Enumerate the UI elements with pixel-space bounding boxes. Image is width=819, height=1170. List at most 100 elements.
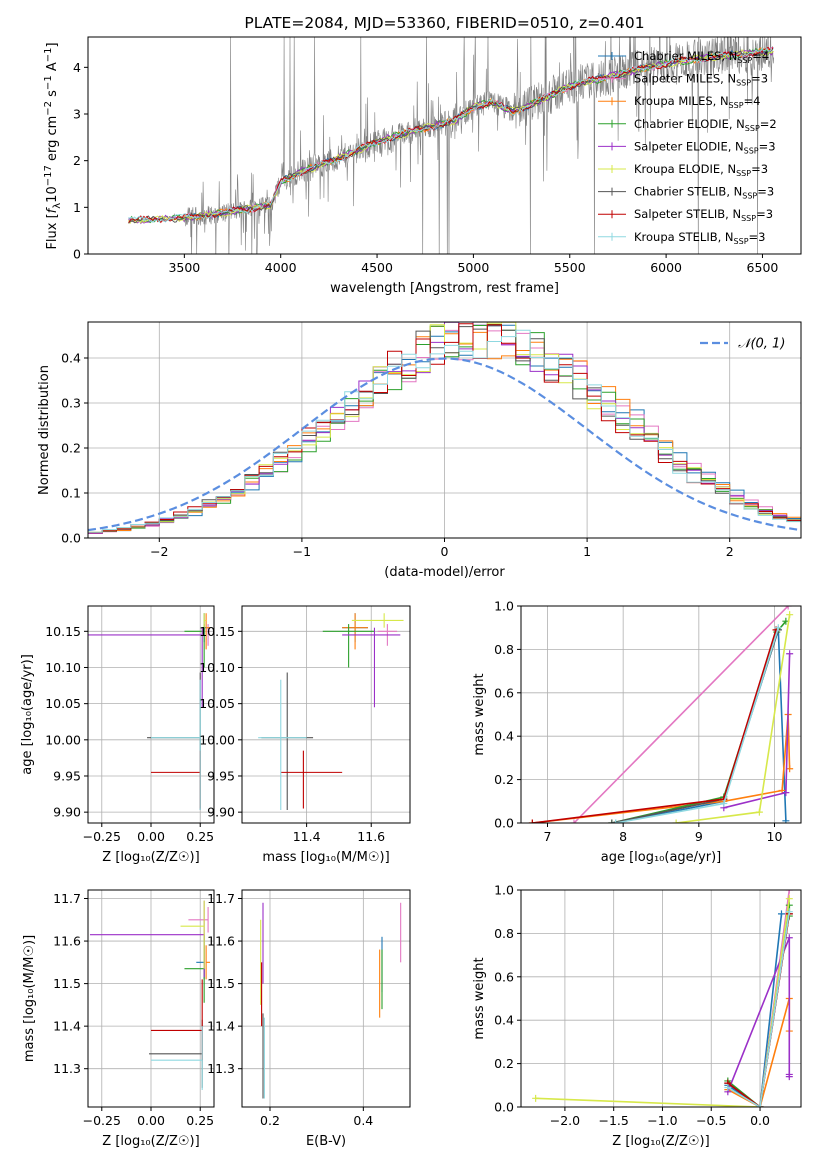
- mass_vs_ebv-axes: 0.2 0.4 11.3 11.4 11.5 11.6 11.7 E(B-V): [207, 889, 411, 1149]
- age_vs_Z-ytick-label: 9.90: [53, 805, 81, 820]
- age_vs_Z-errbar-chabrier-elodie: [184, 624, 205, 668]
- mass_vs_Z-errbar-salpeter-stelib: [151, 979, 203, 1061]
- age_vs_mass-ytick-label: 10.00: [199, 732, 235, 747]
- age_vs_Z-xtick-label: 0.00: [137, 829, 165, 844]
- mass_vs_Z-xlabel: Z [log₁₀(Z/Z☉)]: [102, 1134, 199, 1149]
- spectrum-xtick-label: 4500: [361, 260, 393, 275]
- weight_vs_Z-xtick-label: −1.5: [599, 1113, 629, 1128]
- age_vs_mass-spines: [241, 605, 411, 824]
- mass_vs_Z-xtick-label: 0.00: [137, 1113, 165, 1128]
- spectrum-ytick-label: 0: [73, 247, 81, 262]
- age_vs_mass-errbar-salpeter-stelib: [280, 750, 343, 809]
- age_vs_mass-ytick-label: 9.95: [207, 768, 235, 783]
- weight_vs_age-ylabel: mass weight: [472, 673, 487, 755]
- age_vs_mass-ytick-label: 9.90: [207, 805, 235, 820]
- residuals-xtick-label: −1: [293, 544, 311, 559]
- age_vs_Z-ylabel: age [log₁₀(age/yr)]: [20, 654, 35, 775]
- age_vs_Z-errbar-salpeter-elodie: [88, 627, 203, 708]
- residuals-axes: −2 −1 0 1 2 0.0 0.1 0.2 0.3 0.4 (data-model)/error…: [37, 321, 802, 580]
- weight_vs_Z-line-kroupa-stelib: [727, 911, 791, 1107]
- age_vs_mass-errbar-kroupa-elodie: [351, 613, 404, 628]
- legend-label-chabrier-elodie: Chabrier ELODIE, NSSP=2: [634, 117, 777, 133]
- mass_vs_Z-errbar-salpeter-miles: [188, 907, 209, 933]
- age_vs_mass-errbar-chabrier-elodie: [322, 624, 375, 668]
- age_vs_Z-errbar-kroupa-stelib: [151, 679, 201, 810]
- weight_vs_Z-line-chabrier-miles: [727, 913, 783, 1107]
- spectrum-model-kroupa-stelib: [128, 46, 774, 223]
- residuals-ytick-label: 0.4: [61, 351, 81, 366]
- weight_vs_Z-ytick-label: 1.0: [494, 883, 514, 898]
- weight_vs_age-marker-kroupa-stelib: [720, 799, 728, 807]
- weight_vs_age-ytick-label: 0.8: [494, 642, 514, 657]
- legend-label-kroupa-miles: Kroupa MILES, NSSP=4: [634, 94, 760, 110]
- mass_vs_Z-errbar-kroupa-miles: [205, 945, 211, 980]
- age_vs_Z-ytick-label: 10.00: [45, 732, 81, 747]
- spectrum-ytick-label: 2: [73, 153, 81, 168]
- legend-normal-label: 𝒩(0, 1): [738, 337, 785, 352]
- spectrum-ylabel: Flux [fλ10−17 erg cm−2 s−1 A−1]: [43, 42, 63, 249]
- age_vs_mass-ytick-label: 10.10: [199, 660, 235, 675]
- residuals-xtick-label: −2: [150, 544, 168, 559]
- mass_vs_Z-ytick-label: 11.7: [53, 891, 81, 906]
- spectrum-ytick-label: 4: [73, 60, 81, 75]
- weight_vs_age-xtick-label: 7: [544, 829, 552, 844]
- age_vs_mass-ytick-label: 10.15: [199, 624, 235, 639]
- mass_vs_Z-plot-area: [89, 900, 211, 1090]
- spectrum-model-salpeter-elodie: [128, 49, 774, 225]
- mass_vs_ebv-xtick-label: 0.2: [260, 1113, 280, 1128]
- legend-label-kroupa-stelib: Kroupa STELIB, NSSP=3: [634, 230, 765, 246]
- weight_vs_age-marker-salpeter-elodie: [786, 650, 794, 658]
- spectrum-frame: 3500 4000 4500 5000 5500 6000 6500 0 1 2 3 4 wavelen…: [43, 36, 802, 296]
- weight_vs_age-marker-kroupa-elodie: [755, 808, 763, 816]
- weight_vs_Z-ytick-label: 0.6: [494, 969, 514, 984]
- spectrum-xtick-label: 5000: [457, 260, 489, 275]
- weight_vs_Z-ytick-label: 0.0: [494, 1100, 514, 1115]
- spectrum-ytick-label: 1: [73, 200, 81, 215]
- mass_vs_ebv-ytick-label: 11.4: [207, 1019, 235, 1034]
- weight_vs_age-line-kroupa-stelib: [615, 627, 780, 823]
- weight_vs_Z-plot-area: [532, 890, 793, 1107]
- hist-kroupa-stelib: [88, 329, 801, 533]
- mass_vs_Z-ylabel: mass [log₁₀(M/M☉)]: [22, 935, 37, 1062]
- mass_vs_Z-ytick-label: 11.3: [53, 1061, 81, 1076]
- spectrum-data-line: [128, 37, 774, 254]
- weight_vs_Z-ylabel: mass weight: [472, 957, 487, 1039]
- age_vs_mass-errbar-chabrier-stelib: [261, 672, 314, 810]
- age_vs_mass-plot-area: [258, 613, 404, 810]
- weight_vs_Z-ytick-label: 0.8: [494, 926, 514, 941]
- age_vs_Z-ytick-label: 10.05: [45, 696, 81, 711]
- spectrum-model-salpeter-stelib: [128, 46, 774, 224]
- weight_vs_age-xtick-label: 10: [767, 829, 783, 844]
- mass_vs_ebv-plot-area: [260, 902, 402, 1099]
- residuals-ylabel: Normed distribution: [37, 365, 52, 495]
- spectrum-axes: 3500 4000 4500 5000 5500 6000 6500 0 1 2 3 4 wavelen…: [43, 36, 802, 296]
- legend-label-salpeter-stelib: Salpeter STELIB, NSSP=3: [634, 207, 773, 223]
- age_vs_Z-plot-area: [88, 613, 211, 810]
- weight_vs_Z-marker-kroupa-stelib: [724, 1083, 732, 1091]
- age_vs_Z-xtick-label: 0.25: [186, 829, 214, 844]
- spectrum-xtick-label: 6000: [650, 260, 682, 275]
- mass_vs_Z-xtick-label: 0.25: [186, 1113, 214, 1128]
- weight_vs_Z-xtick-label: −1.0: [647, 1113, 677, 1128]
- weight_vs_age-ytick-label: 0.0: [494, 816, 514, 831]
- age_vs_Z-errbar-chabrier-stelib: [147, 672, 201, 810]
- weight_vs_age-xtick-label: 8: [619, 829, 627, 844]
- weight_vs_age-marker-kroupa-elodie: [786, 611, 794, 619]
- mass_vs_Z-errbar-salpeter-elodie: [89, 900, 205, 978]
- weight_vs_Z-xtick-label: −0.5: [696, 1113, 726, 1128]
- mass_vs_Z-ytick-label: 11.5: [53, 976, 81, 991]
- residuals-ytick-label: 0.3: [61, 396, 81, 411]
- weight_vs_age-marker-salpeter-elodie: [782, 789, 790, 797]
- weight_vs_age-ytick-label: 0.4: [494, 729, 514, 744]
- age_vs_mass-ytick-label: 10.05: [199, 696, 235, 711]
- mass_vs_ebv-frame: 0.2 0.4 11.3 11.4 11.5 11.6 11.7 E(B-V): [207, 889, 411, 1149]
- mass_vs_ebv-spines: [241, 889, 411, 1108]
- age_vs_mass-xtick-label: 11.4: [293, 829, 321, 844]
- weight_vs_age-marker-chabrier-stelib: [608, 819, 616, 823]
- weight_vs_age-marker-salpeter-miles: [570, 819, 578, 823]
- age_vs_mass-errbar-salpeter-elodie: [342, 627, 401, 708]
- weight_vs_Z-xlabel: Z [log₁₀(Z/Z☉)]: [612, 1134, 709, 1149]
- weight_vs_Z-ytick-label: 0.2: [494, 1056, 514, 1071]
- weight_vs_Z-line-chabrier-elodie: [727, 905, 791, 1107]
- weight_vs_Z-frame: −2.0 −1.5 −1.0 −0.5 0.0 0.0 0.2 0.4 0.6 0.8 1.0 Z […: [472, 883, 802, 1149]
